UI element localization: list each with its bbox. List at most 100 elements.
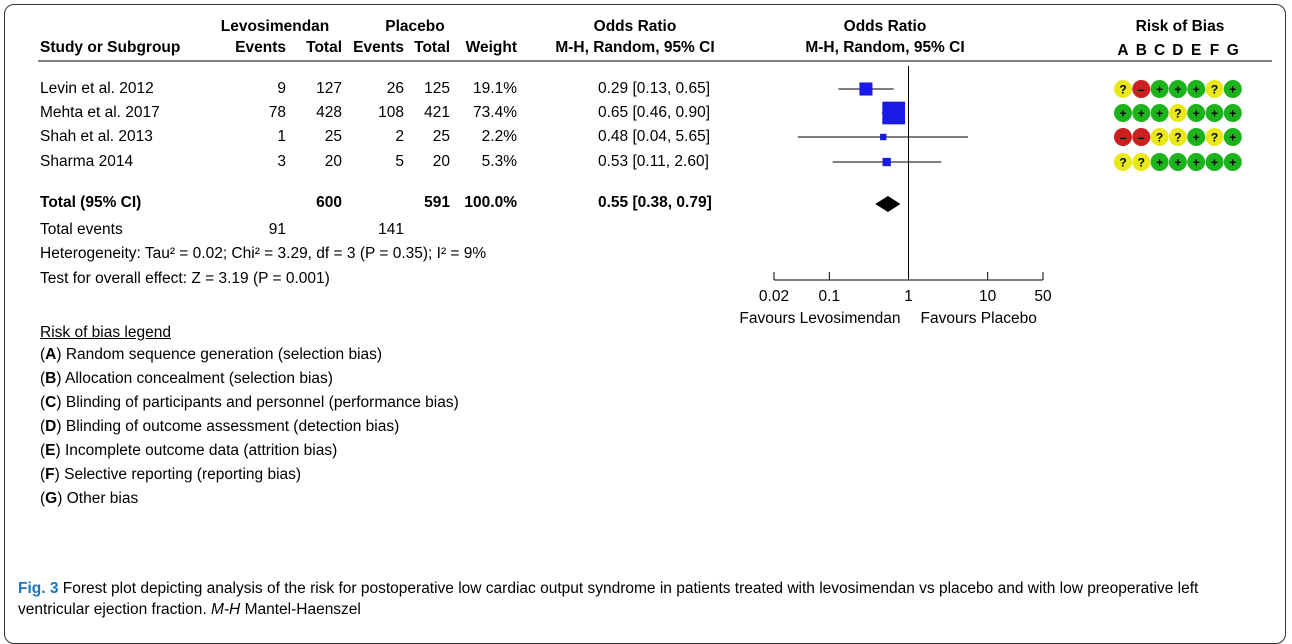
header-study: Study or Subgroup — [40, 39, 181, 56]
favours-right-label: Favours Placebo — [921, 310, 1037, 327]
ci: 0.53 [0.11, 2.60] — [598, 153, 709, 170]
study-box — [859, 82, 873, 96]
rob-judgement: + — [1138, 107, 1145, 121]
total-2: 421 — [424, 104, 450, 121]
forest-plot: 0.02 0.1 1 10 50 Favours Levosimendan Favours … — [38, 42, 1272, 327]
rob-judgement: + — [1193, 107, 1200, 121]
study-box — [880, 133, 887, 141]
rob-judgement: + — [1193, 131, 1200, 145]
header-method-plot: M-H, Random, 95% CI — [805, 39, 965, 56]
rob-dot — [1223, 104, 1242, 122]
rob-dot — [1205, 80, 1224, 98]
ci: 0.48 [0.04, 5.65] — [598, 128, 711, 145]
legend-item: (B) Allocation concealment (selection bi… — [40, 370, 333, 387]
total-events-1: 91 — [268, 221, 286, 238]
ci: 0.65 [0.46, 0.90] — [598, 104, 711, 121]
study-name: Levin et al. 2012 — [40, 80, 154, 97]
rob-dot — [1150, 104, 1169, 122]
legend-key: E — [45, 442, 56, 459]
rob-dot — [1223, 128, 1242, 146]
rob-dot — [1187, 104, 1206, 122]
rob-judgement: ? — [1119, 83, 1126, 97]
rob-column-letter: C — [1154, 42, 1165, 59]
legend-text: Blinding of participants and personnel (… — [61, 394, 459, 411]
weight: 5.3% — [481, 153, 517, 170]
header-events-1: Events — [235, 39, 286, 56]
header-total-2: Total — [414, 39, 450, 56]
rob-dot — [1168, 153, 1187, 171]
rob-judgement: + — [1229, 83, 1236, 97]
legend-title: Risk of bias legend — [40, 324, 171, 341]
rob-dot — [1150, 153, 1169, 171]
caption-text: Forest plot depicting analysis of the ri… — [18, 580, 1199, 618]
caption-abbr: M-H — [210, 601, 241, 618]
legend-key: G — [45, 490, 58, 507]
rob-judgement: + — [1156, 107, 1163, 121]
x-tick-label: 50 — [1034, 288, 1052, 305]
rob-judgement: ? — [1174, 131, 1181, 145]
rob-dot — [1223, 80, 1242, 98]
weight: 19.1% — [473, 80, 517, 97]
header-odds-ratio-plot: Odds Ratio — [843, 18, 927, 35]
legend-key: D — [45, 418, 57, 435]
total-t1: 600 — [316, 194, 342, 211]
legend-text: Random sequence generation (selection bi… — [61, 346, 383, 363]
study-name: Sharma 2014 — [40, 153, 134, 170]
legend-key: A — [45, 346, 57, 363]
rob-judgement: ? — [1211, 83, 1218, 97]
rob-dot — [1132, 104, 1151, 122]
total-ci: 0.55 [0.38, 0.79] — [598, 194, 712, 211]
x-tick-label: 0.02 — [759, 288, 789, 305]
events-1: 1 — [277, 128, 286, 145]
rob-dot — [1187, 128, 1206, 146]
header-method-text: M-H, Random, 95% CI — [555, 39, 715, 56]
rob-dot — [1168, 80, 1187, 98]
rob-dot — [1150, 80, 1169, 98]
total-1: 25 — [324, 128, 342, 145]
rob-judgement: + — [1229, 156, 1236, 170]
rob-judgement: + — [1211, 156, 1218, 170]
header-total-1: Total — [306, 39, 342, 56]
legend-text: Allocation concealment (selection bias) — [61, 370, 333, 387]
legend-key: F — [45, 466, 55, 483]
header-weight: Weight — [465, 39, 517, 56]
rob-column-letter: E — [1191, 42, 1201, 59]
legend-key: B — [45, 370, 57, 387]
legend-key: C — [45, 394, 57, 411]
rob-judgement: ? — [1156, 131, 1163, 145]
events-2: 5 — [395, 153, 404, 170]
legend-item: (D) Blinding of outcome assessment (dete… — [40, 418, 400, 435]
rob-judgement: + — [1193, 83, 1200, 97]
events-1: 78 — [268, 104, 286, 121]
figure-caption: Fig. 3 Forest plot depicting analysis of… — [18, 578, 1268, 620]
rob-dot — [1150, 128, 1169, 146]
rob-dot — [1132, 153, 1151, 171]
total-weight: 100.0% — [464, 194, 517, 211]
rob-dot — [1114, 128, 1132, 146]
rob-dot — [1187, 153, 1206, 171]
total-events-label: Total events — [40, 221, 123, 238]
rob-dot — [1132, 80, 1151, 98]
study-name: Shah et al. 2013 — [40, 128, 153, 145]
legend-item: (C) Blinding of participants and personn… — [40, 394, 459, 411]
caption-label: Fig. 3 — [18, 580, 59, 597]
rob-dot — [1205, 153, 1224, 171]
heterogeneity: Heterogeneity: Tau² = 0.02; Chi² = 3.29,… — [40, 245, 487, 262]
rob-judgement: + — [1156, 156, 1163, 170]
header-levosimendan: Levosimendan — [220, 18, 330, 35]
rob-judgement: + — [1119, 107, 1126, 121]
rob-judgement: ? — [1211, 131, 1218, 145]
rob-dot — [1168, 104, 1187, 122]
weight: 2.2% — [481, 128, 517, 145]
rob-judgement: + — [1174, 83, 1181, 97]
legend-item: (F) Selective reporting (reporting bias) — [40, 466, 302, 483]
rob-judgement: – — [1120, 131, 1127, 145]
header-risk-of-bias: Risk of Bias — [1135, 18, 1225, 35]
study-box — [882, 101, 906, 125]
total-2: 20 — [432, 153, 450, 170]
rob-judgement: + — [1211, 107, 1218, 121]
rob-dot — [1114, 153, 1132, 171]
total-1: 428 — [316, 104, 342, 121]
rob-column-letter: B — [1136, 42, 1147, 59]
rob-dot — [1205, 104, 1224, 122]
